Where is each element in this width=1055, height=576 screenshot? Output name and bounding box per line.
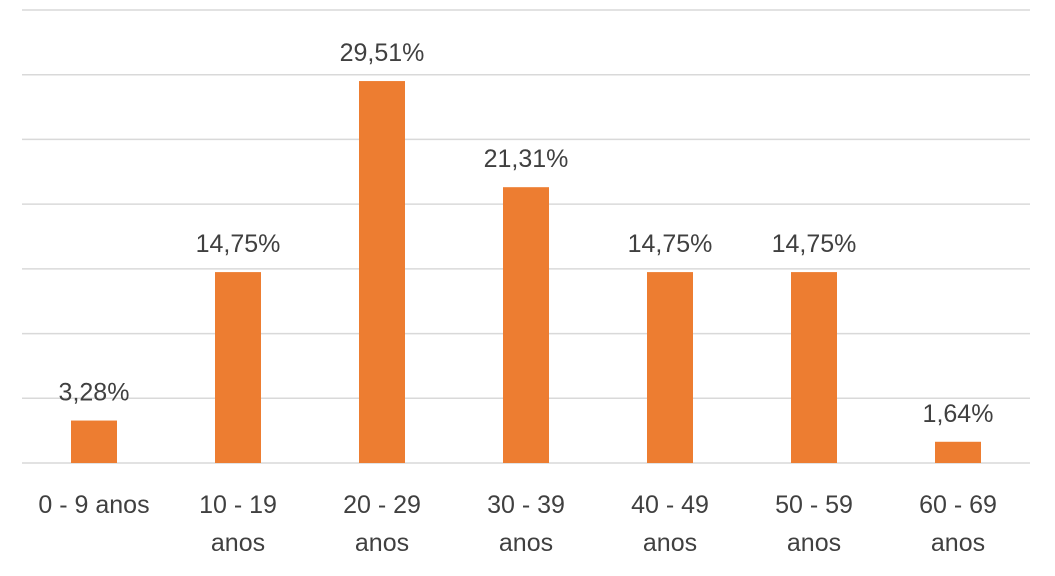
x-tick-label: 40 - 49 anos bbox=[631, 491, 709, 557]
x-tick-label: 50 - 59 anos bbox=[775, 491, 853, 557]
x-tick-label: 20 - 29 anos bbox=[343, 491, 421, 557]
bar bbox=[935, 441, 981, 463]
bar bbox=[71, 420, 117, 463]
x-tick-label-line: anos bbox=[499, 529, 553, 557]
x-axis-tick-labels: 0 - 9 anos 10 - 19 anos 20 - 29 anos 30 - 39 a… bbox=[38, 491, 997, 557]
bar bbox=[503, 187, 549, 463]
x-tick-label-line: anos bbox=[211, 529, 265, 557]
x-tick-label-line: anos bbox=[355, 529, 409, 557]
data-label: 1,64% bbox=[923, 400, 994, 428]
bars bbox=[71, 81, 981, 464]
x-tick-label-line: 50 - 59 bbox=[775, 491, 853, 519]
data-label: 14,75% bbox=[196, 230, 281, 258]
x-tick-label-line: 20 - 29 bbox=[343, 491, 421, 519]
data-labels: 3,28% 14,75% 29,51% 21,31% 14,75% 14,75% 1,64% bbox=[59, 39, 994, 428]
x-tick-label-line: 30 - 39 bbox=[487, 491, 565, 519]
x-tick-label-line: 10 - 19 bbox=[199, 491, 277, 519]
x-tick-label-line: 60 - 69 bbox=[919, 491, 997, 519]
x-tick-label-line: anos bbox=[787, 529, 841, 557]
data-label: 14,75% bbox=[628, 230, 713, 258]
data-label: 21,31% bbox=[484, 145, 569, 173]
x-tick-label-line: 40 - 49 bbox=[631, 491, 709, 519]
bar bbox=[359, 81, 405, 464]
x-tick-label-line: anos bbox=[931, 529, 985, 557]
x-tick-label: 60 - 69 anos bbox=[919, 491, 997, 557]
bar bbox=[647, 272, 693, 463]
bar bbox=[215, 272, 261, 463]
x-tick-label-line: 0 - 9 anos bbox=[38, 491, 149, 519]
data-label: 29,51% bbox=[340, 39, 425, 67]
x-tick-label: 0 - 9 anos bbox=[38, 491, 149, 519]
x-tick-label: 30 - 39 anos bbox=[487, 491, 565, 557]
data-label: 3,28% bbox=[59, 379, 130, 407]
bar bbox=[791, 272, 837, 463]
x-tick-label-line: anos bbox=[643, 529, 697, 557]
x-tick-label: 10 - 19 anos bbox=[199, 491, 277, 557]
data-label: 14,75% bbox=[772, 230, 857, 258]
